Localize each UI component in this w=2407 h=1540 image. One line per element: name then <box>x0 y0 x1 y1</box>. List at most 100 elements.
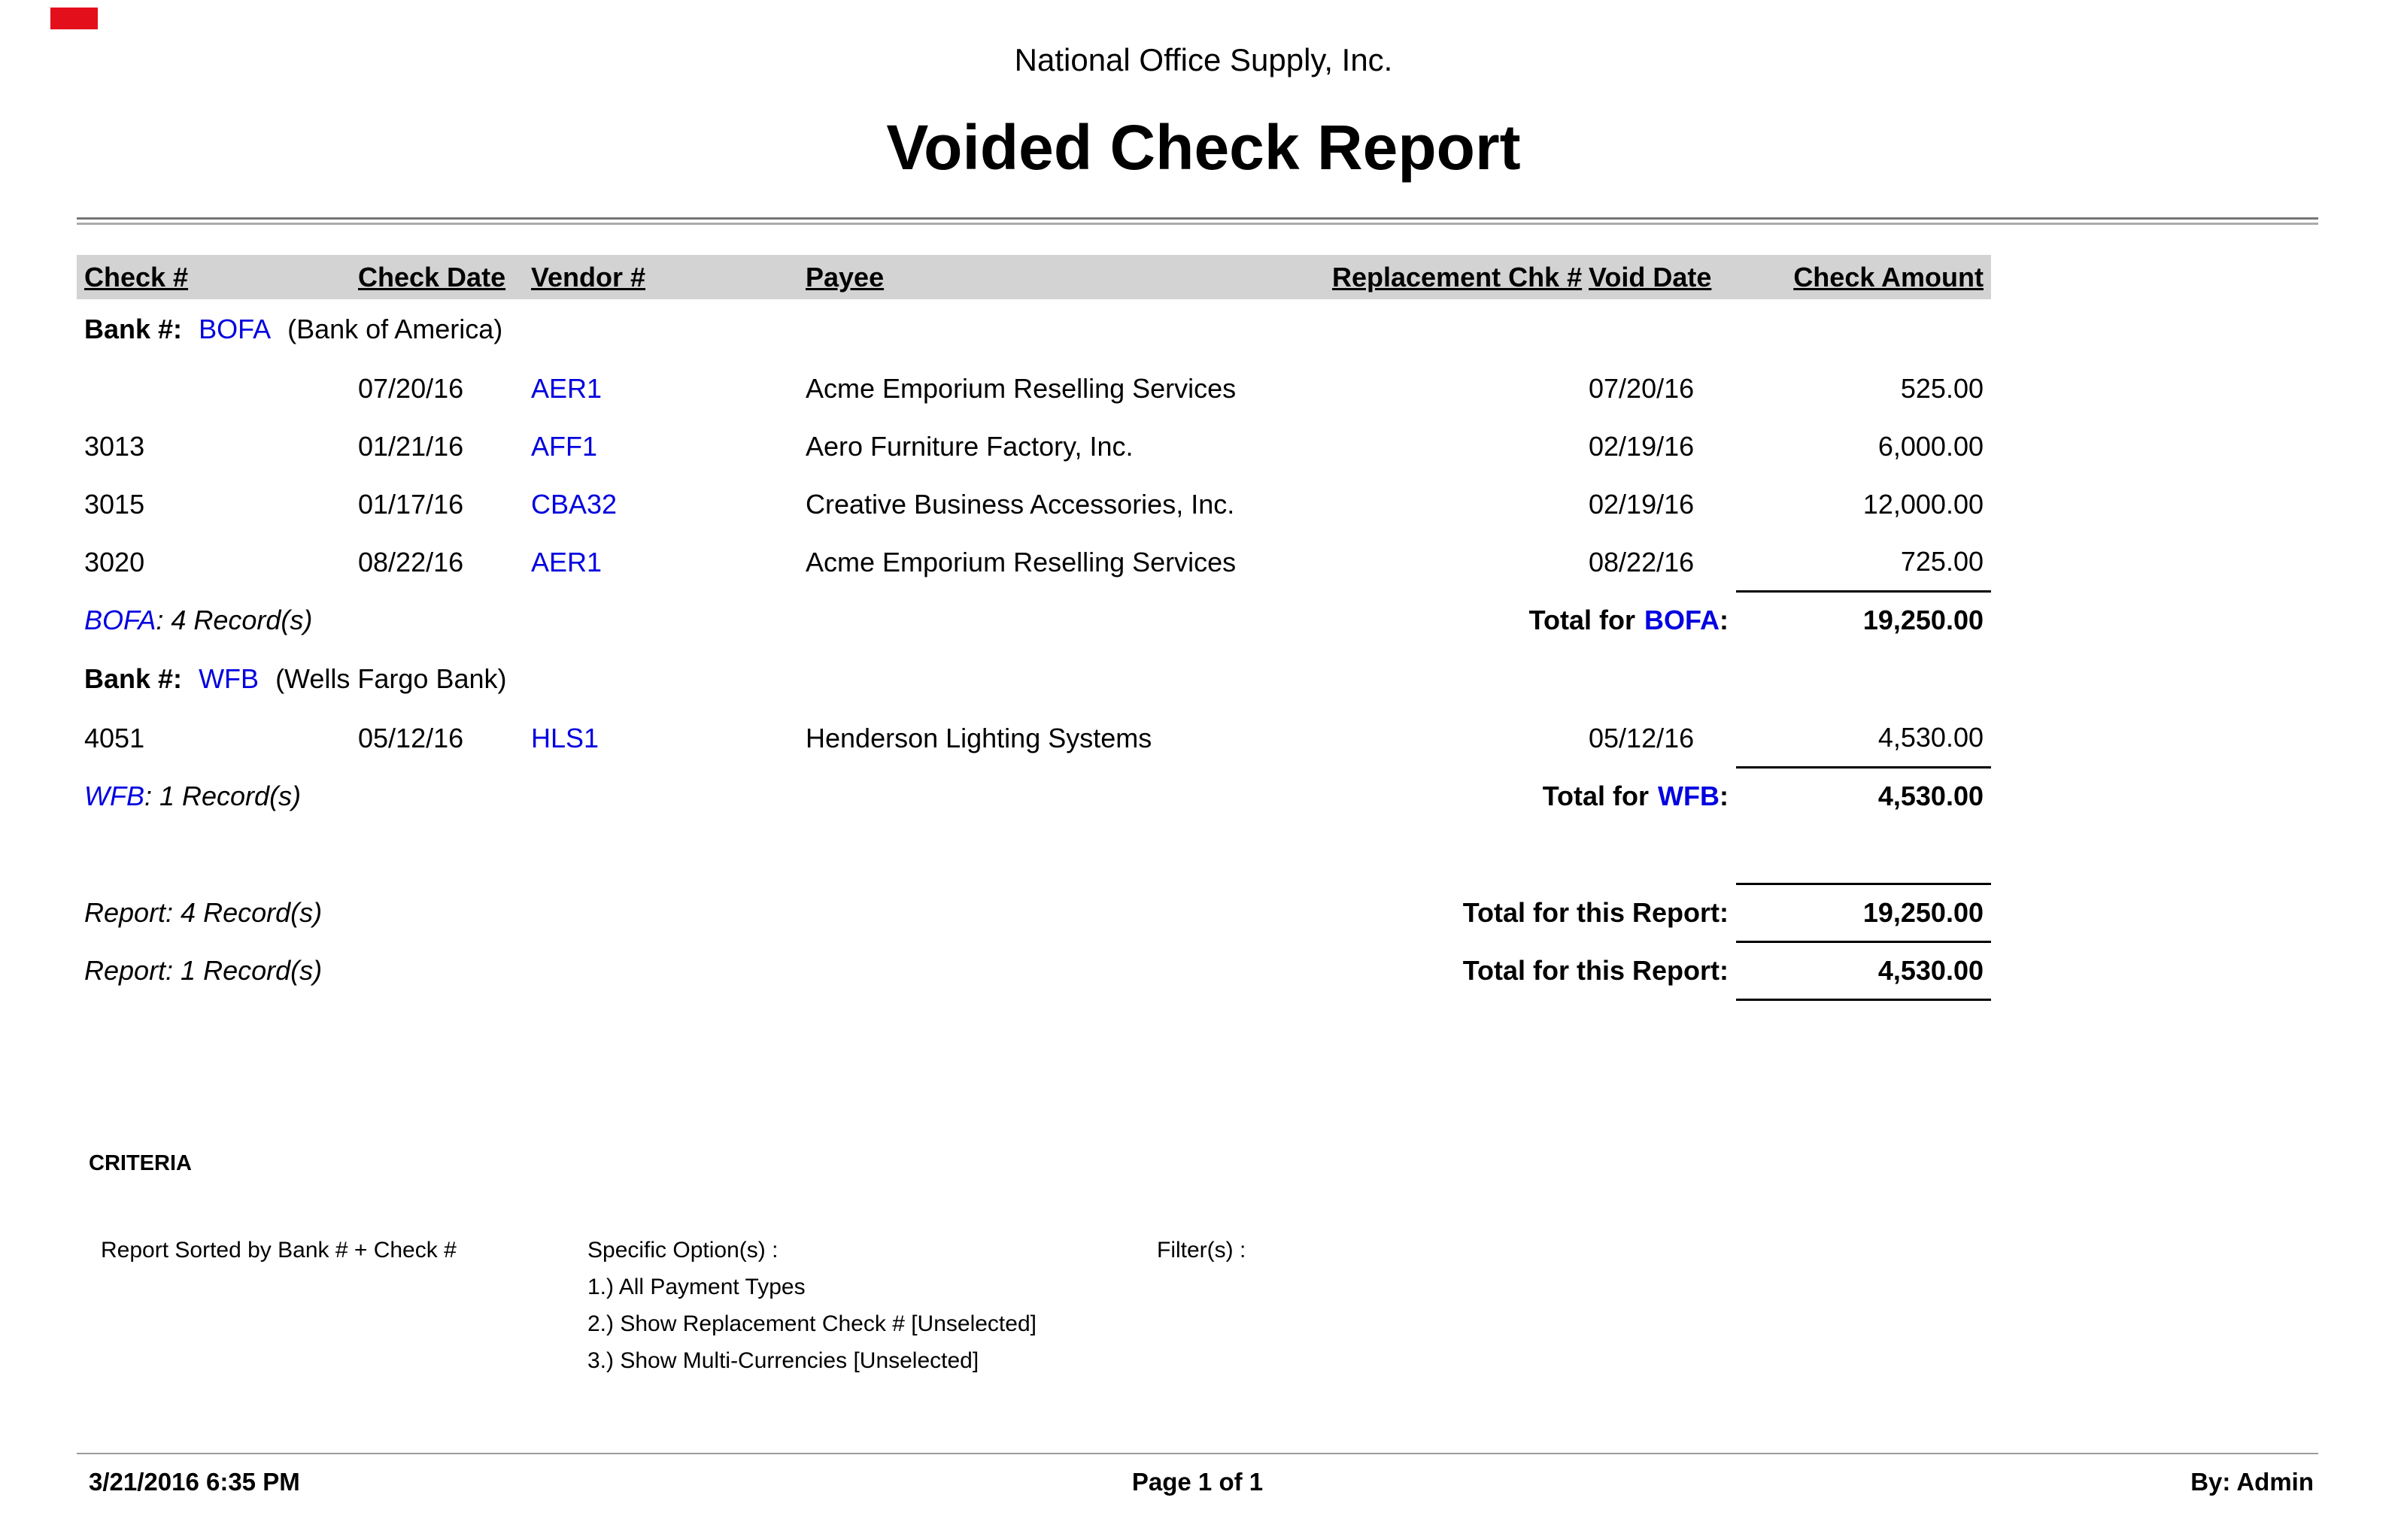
report-record-count: Report: 1 Record(s) <box>84 954 323 986</box>
cell-vendor-link[interactable]: HLS1 <box>531 722 599 753</box>
cell-vendor-link[interactable]: AER1 <box>531 546 603 578</box>
cell-check-number: 4051 <box>84 722 145 753</box>
criteria-body: Report Sorted by Bank # + Check # Specif… <box>101 1232 2407 1379</box>
report-total-amount: 19,250.00 <box>1736 882 1991 941</box>
cell-replacement-check <box>1329 475 1586 533</box>
cell-payee: Henderson Lighting Systems <box>806 722 1152 753</box>
cell-check-date: 05/12/16 <box>358 722 464 753</box>
criteria-sorted-by: Report Sorted by Bank # + Check # <box>101 1237 457 1263</box>
cell-payee: Acme Emporium Reselling Services <box>806 546 1237 578</box>
cell-check-date: 08/22/16 <box>358 546 464 578</box>
criteria-section: CRITERIA Report Sorted by Bank # + Check… <box>89 1151 2407 1379</box>
col-void-date: Void Date <box>1586 255 1736 299</box>
cell-check-amount: 4,530.00 <box>1877 721 1984 753</box>
cell-replacement-check <box>1329 417 1586 475</box>
voided-check-table: Check # Check Date Vendor # Payee Replac… <box>77 255 1991 1001</box>
criteria-option: 2.) Show Replacement Check # [Unselected… <box>587 1311 1037 1336</box>
cell-check-amount: 6,000.00 <box>1877 430 1984 462</box>
bank-total-label: Total for WFB: <box>1329 767 1736 825</box>
bank-group-header-row: Bank #: WFB (Wells Fargo Bank) <box>77 649 1991 709</box>
bank-total-label: Total for BOFA: <box>1329 591 1736 649</box>
title-divider <box>77 217 2318 225</box>
report-total-amount: 4,530.00 <box>1736 940 1991 1001</box>
cell-void-date: 05/12/16 <box>1589 722 1695 753</box>
col-vendor-number: Vendor # <box>528 255 803 299</box>
footer-datetime: 3/21/2016 6:35 PM <box>89 1468 300 1496</box>
check-row: 3020 08/22/16 AER1 Acme Emporium Reselli… <box>77 533 1991 591</box>
bank-code-link[interactable]: WFB <box>199 663 260 694</box>
cell-check-date: 01/21/16 <box>358 430 464 462</box>
footer-page-number: Page 1 of 1 <box>1131 1468 1264 1496</box>
report-title: Voided Check Report <box>886 112 1521 183</box>
cell-check-amount: 725.00 <box>1900 545 1984 577</box>
cell-replacement-check <box>1329 359 1586 417</box>
cell-check-date: 01/17/16 <box>358 488 464 520</box>
cell-replacement-check <box>1329 709 1586 767</box>
col-check-amount: Check Amount <box>1736 255 1991 299</box>
cell-void-date: 08/22/16 <box>1589 546 1695 578</box>
footer-user: By: Admin <box>2190 1468 2314 1496</box>
bank-total-colon: : <box>1720 780 1729 811</box>
bank-group-header-row: Bank #: BOFA (Bank of America) <box>77 299 1991 359</box>
report-record-count: Report: 4 Record(s) <box>84 896 323 928</box>
bank-total-colon: : <box>1720 604 1729 635</box>
criteria-options-label: Specific Option(s) : <box>587 1237 779 1263</box>
recording-indicator <box>50 8 98 29</box>
check-row: 3013 01/21/16 AFF1 Aero Furniture Factor… <box>77 417 1991 475</box>
cell-check-number: 3013 <box>84 430 145 462</box>
bank-record-text: : 4 Record(s) <box>156 604 313 635</box>
bank-total-prefix: Total for <box>1542 780 1650 811</box>
cell-vendor-link[interactable]: AER1 <box>531 372 603 404</box>
bank-total-code: WFB <box>1658 780 1720 811</box>
bank-record-code: WFB <box>84 780 144 811</box>
check-row: 3015 01/17/16 CBA32 Creative Business Ac… <box>77 475 1991 533</box>
report-total-row: Report: 1 Record(s) Total for this Repor… <box>77 940 1991 1001</box>
cell-void-date: 02/19/16 <box>1589 488 1695 520</box>
col-check-date: Check Date <box>355 255 528 299</box>
report-total-label: Total for this Report: <box>1462 896 1729 928</box>
bank-record-code: BOFA <box>84 604 156 635</box>
table-header-row: Check # Check Date Vendor # Payee Replac… <box>77 255 1991 299</box>
spacer-row <box>77 825 1991 884</box>
cell-vendor-link[interactable]: CBA32 <box>531 488 618 520</box>
cell-void-date: 07/20/16 <box>1589 372 1695 404</box>
bank-label: Bank #: <box>84 314 183 344</box>
criteria-option: 3.) Show Multi-Currencies [Unselected] <box>587 1348 979 1373</box>
bank-record-text: : 1 Record(s) <box>144 780 302 811</box>
bank-total-amount: 4,530.00 <box>1736 765 1991 825</box>
cell-vendor-link[interactable]: AFF1 <box>531 430 598 462</box>
criteria-heading: CRITERIA <box>89 1150 192 1175</box>
cell-payee: Acme Emporium Reselling Services <box>806 372 1237 404</box>
col-check-number: Check # <box>77 255 355 299</box>
cell-check-date: 07/20/16 <box>358 372 464 404</box>
cell-check-number: 3020 <box>84 546 145 578</box>
bank-name: (Bank of America) <box>287 314 503 344</box>
cell-check-amount: 12,000.00 <box>1862 488 1984 520</box>
cell-replacement-check <box>1329 533 1586 591</box>
cell-check-number <box>77 359 355 417</box>
cell-payee: Aero Furniture Factory, Inc. <box>806 430 1134 462</box>
bank-total-code: BOFA <box>1644 604 1720 635</box>
bank-total-prefix: Total for <box>1528 604 1635 635</box>
criteria-option: 1.) All Payment Types <box>587 1274 806 1299</box>
report-total-row: Report: 4 Record(s) Total for this Repor… <box>77 882 1991 941</box>
bank-total-row: WFB: 1 Record(s) Total for WFB: 4,530.00 <box>77 765 1991 825</box>
cell-check-amount: 525.00 <box>1900 372 1984 404</box>
spacer-cell <box>77 825 1991 884</box>
col-replacement-check: Replacement Chk # <box>1329 255 1586 299</box>
cell-void-date: 02/19/16 <box>1589 430 1695 462</box>
bank-group-header: Bank #: WFB (Wells Fargo Bank) <box>77 649 1991 709</box>
bank-label: Bank #: <box>84 663 183 694</box>
bank-name: (Wells Fargo Bank) <box>275 663 507 694</box>
cell-payee: Creative Business Accessories, Inc. <box>806 488 1235 520</box>
bank-code-link[interactable]: BOFA <box>199 314 272 344</box>
bank-total-amount: 19,250.00 <box>1736 590 1991 649</box>
bank-group-header: Bank #: BOFA (Bank of America) <box>77 299 1991 359</box>
cell-check-number: 3015 <box>84 488 145 520</box>
page-footer: Page 1 of 1 3/21/2016 6:35 PM By: Admin <box>77 1453 2318 1505</box>
bank-record-count: BOFA: 4 Record(s) <box>77 591 1329 649</box>
check-row: 07/20/16 AER1 Acme Emporium Reselling Se… <box>77 359 1991 417</box>
bank-record-count: WFB: 1 Record(s) <box>77 767 1329 825</box>
criteria-filters-label: Filter(s) : <box>1157 1237 1246 1263</box>
